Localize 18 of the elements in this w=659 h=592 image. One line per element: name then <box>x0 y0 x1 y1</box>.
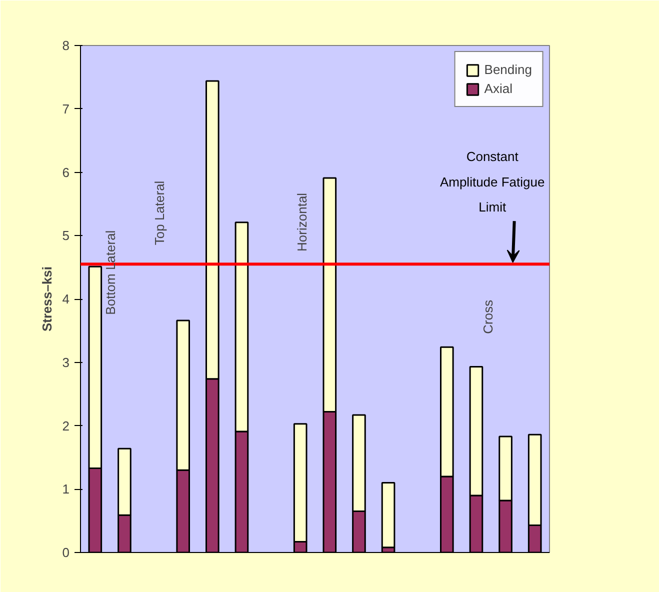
y-tick-label: 7 <box>62 101 70 116</box>
y-tick-label: 3 <box>62 354 70 370</box>
annotation: Bottom Lateral <box>102 230 118 315</box>
annotation: Top Lateral <box>152 180 168 246</box>
legend-label: Bending <box>484 62 532 77</box>
y-tick-label: 8 <box>62 38 70 53</box>
legend-label: Axial <box>484 81 512 96</box>
y-axis-title: Stress–ksi <box>39 266 54 332</box>
y-tick-label: 6 <box>62 164 70 180</box>
y-tick-label: 4 <box>62 292 70 306</box>
y-tick-label: 0 <box>62 545 70 560</box>
y-tick-label: 1 <box>62 482 70 497</box>
y-tick-label: 5 <box>62 228 70 244</box>
bar <box>381 482 396 548</box>
ref-line-label: Constant Amplitude Fatigue Limit <box>440 148 545 215</box>
y-tick-label: 2 <box>62 418 70 434</box>
annotation: Horizontal <box>294 192 310 252</box>
annotation: Cross <box>480 299 496 334</box>
